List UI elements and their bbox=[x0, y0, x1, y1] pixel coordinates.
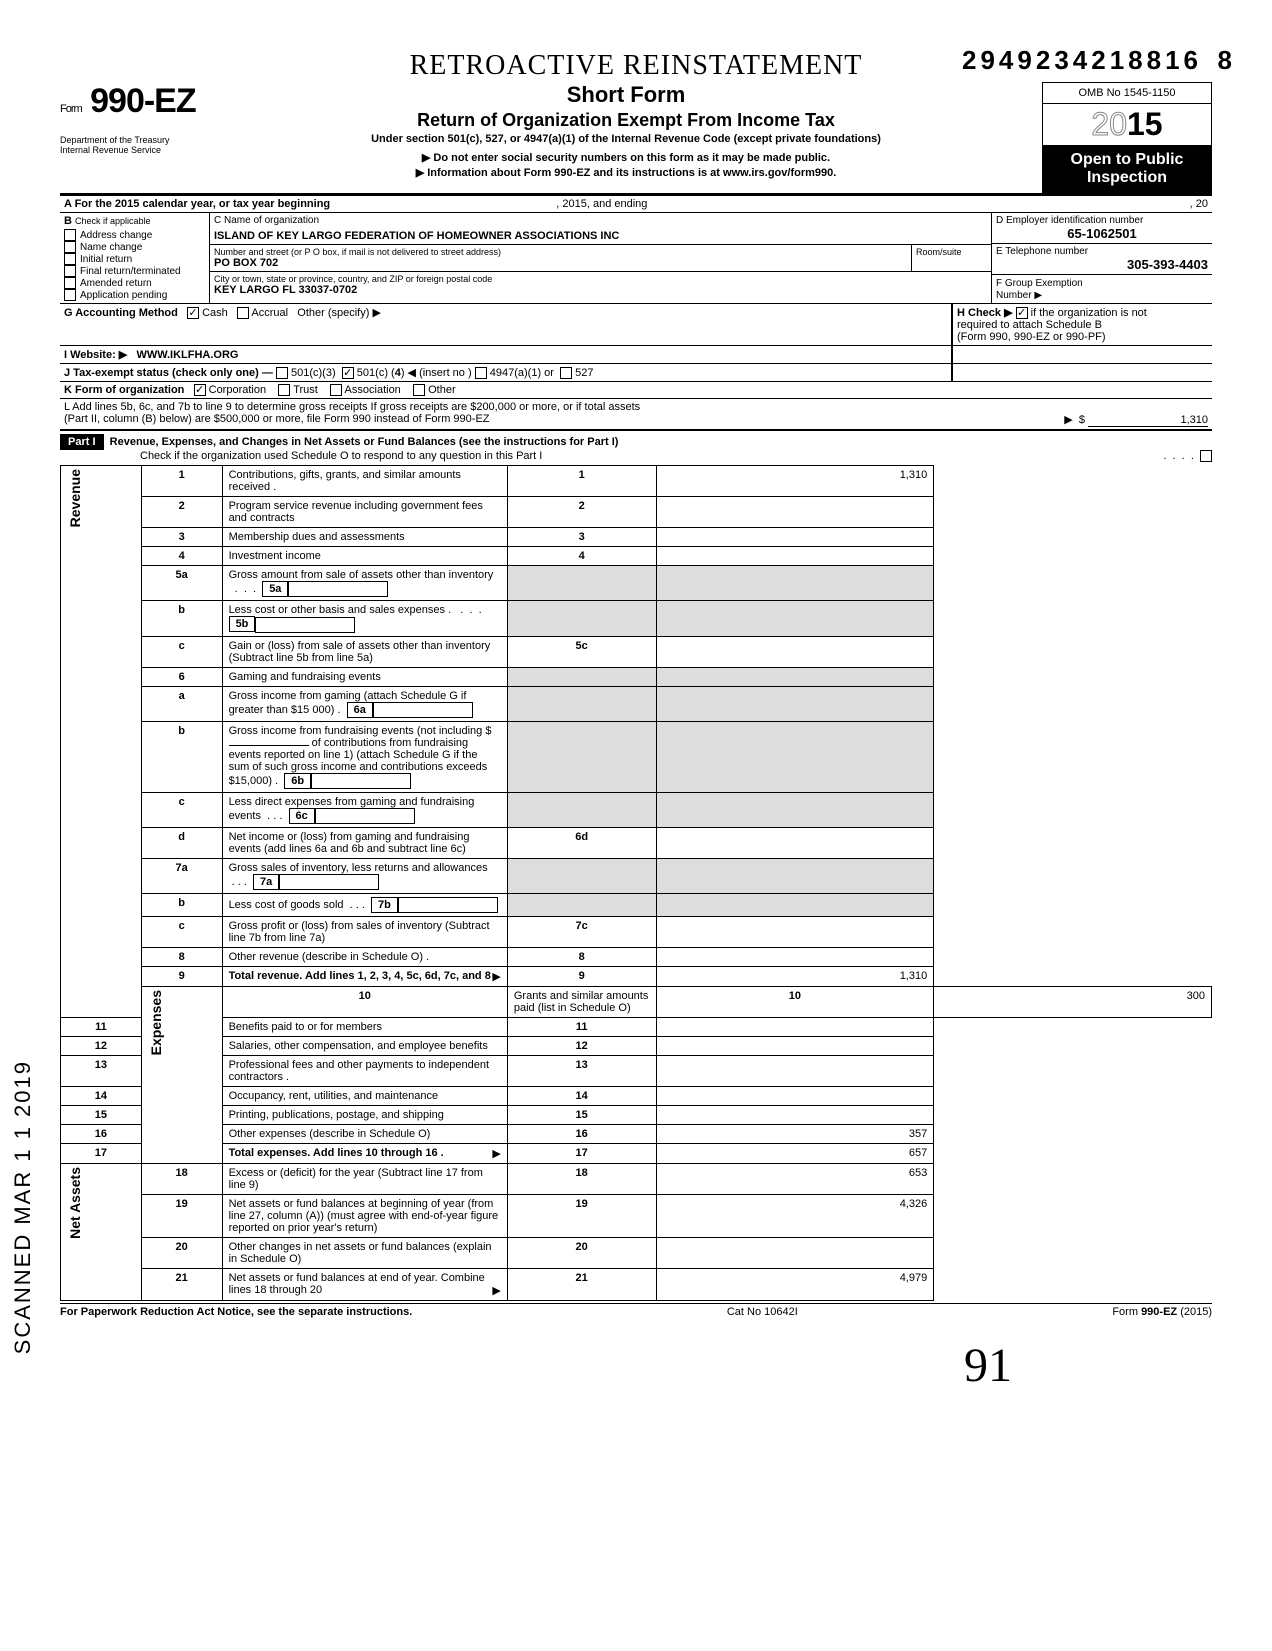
addr-label: Number and street (or P O box, if mail i… bbox=[214, 247, 907, 257]
line-j: J Tax-exempt status (check only one) — 5… bbox=[60, 364, 952, 381]
section-c-label: C Name of organization bbox=[210, 213, 991, 228]
room-suite-label: Room/suite bbox=[911, 245, 991, 271]
omb-number: OMB No 1545-1150 bbox=[1042, 82, 1212, 104]
org-name: ISLAND OF KEY LARGO FEDERATION OF HOMEOW… bbox=[210, 228, 991, 245]
line-l: L Add lines 5b, 6c, and 7b to line 9 to … bbox=[60, 399, 1212, 429]
cb-association[interactable] bbox=[330, 384, 342, 396]
arrow-line-2: ▶ Information about Form 990-EZ and its … bbox=[210, 166, 1042, 179]
part-1-label: Part I bbox=[60, 434, 104, 450]
part-1-sub: Check if the organization used Schedule … bbox=[60, 450, 542, 462]
title-box: Short Form Return of Organization Exempt… bbox=[210, 82, 1042, 179]
cb-other[interactable] bbox=[413, 384, 425, 396]
cb-cash[interactable]: ✓ bbox=[187, 307, 199, 319]
cb-name-change[interactable]: Name change bbox=[64, 241, 205, 253]
ein: 65-1062501 bbox=[996, 226, 1208, 241]
tax-year: 2015 bbox=[1042, 104, 1212, 145]
footer-mid: Cat No 10642I bbox=[727, 1306, 798, 1318]
line-k: K Form of organization ✓ Corporation Tru… bbox=[60, 382, 1212, 398]
main-title: Return of Organization Exempt From Incom… bbox=[210, 110, 1042, 131]
page-count: 8 bbox=[1218, 45, 1232, 76]
right-box: OMB No 1545-1150 2015 Open to PublicInsp… bbox=[1042, 82, 1212, 193]
form-word: Form bbox=[60, 103, 82, 115]
telephone: 305-393-4403 bbox=[996, 257, 1208, 272]
line-h: H Check ▶ ✓ if the organization is not r… bbox=[952, 304, 1212, 345]
cb-accrual[interactable] bbox=[237, 307, 249, 319]
check-if-applicable: Check if applicable bbox=[75, 216, 151, 226]
section-e-label: E Telephone number bbox=[996, 246, 1208, 257]
line-l-amount: 1,310 bbox=[1088, 414, 1208, 427]
short-form-title: Short Form bbox=[210, 82, 1042, 108]
cb-schedule-o[interactable] bbox=[1200, 450, 1212, 462]
dept-irs: Internal Revenue Service bbox=[60, 145, 202, 155]
line-i: I Website: ▶ WWW.IKLFHA.ORG bbox=[60, 346, 952, 363]
part-1-title: Revenue, Expenses, and Changes in Net As… bbox=[110, 436, 619, 448]
scanned-stamp: SCANNED MAR 1 1 2019 bbox=[10, 1060, 36, 1354]
arrow-line-1: ▶ Do not enter social security numbers o… bbox=[210, 151, 1042, 164]
cb-corporation[interactable]: ✓ bbox=[194, 384, 206, 396]
line-g: G Accounting Method ✓ Cash Accrual Other… bbox=[60, 304, 952, 345]
section-f-label: F Group Exemption bbox=[996, 278, 1083, 289]
cb-amended-return[interactable]: Amended return bbox=[64, 277, 205, 289]
line-a: A For the 2015 calendar year, or tax yea… bbox=[60, 196, 1212, 212]
footer-right: Form 990-EZ (2015) bbox=[1112, 1306, 1212, 1318]
net-assets-label: Net Assets bbox=[67, 1167, 83, 1239]
footer-left: For Paperwork Reduction Act Notice, see … bbox=[60, 1306, 412, 1318]
form-number: 990-EZ bbox=[90, 82, 196, 120]
open-public: Open to PublicInspection bbox=[1042, 145, 1212, 193]
org-city: KEY LARGO FL 33037-0702 bbox=[214, 284, 987, 296]
expenses-label: Expenses bbox=[148, 990, 164, 1055]
cb-527[interactable] bbox=[560, 367, 572, 379]
group-exemption-sub: Number ▶ bbox=[996, 290, 1042, 301]
org-address: PO BOX 702 bbox=[214, 257, 907, 269]
city-label: City or town, state or province, country… bbox=[214, 274, 987, 284]
cb-final-return[interactable]: Final return/terminated bbox=[64, 265, 205, 277]
cb-application-pending[interactable]: Application pending bbox=[64, 289, 205, 301]
cb-address-change[interactable]: Address change bbox=[64, 229, 205, 241]
form-number-box: Form 990-EZ Department of the Treasury I… bbox=[60, 82, 210, 155]
cb-4947a1[interactable] bbox=[475, 367, 487, 379]
website: WWW.IKLFHA.ORG bbox=[136, 349, 238, 361]
form-lines-table: Revenue 1Contributions, gifts, grants, a… bbox=[60, 465, 1212, 1301]
cb-schedule-b[interactable]: ✓ bbox=[1016, 307, 1028, 319]
section-b-label: B bbox=[64, 215, 72, 227]
dept-treasury: Department of the Treasury bbox=[60, 135, 202, 145]
dln-number: 2949234218816 bbox=[962, 45, 1202, 76]
section-d-label: D Employer identification number bbox=[996, 215, 1208, 226]
subtitle: Under section 501(c), 527, or 4947(a)(1)… bbox=[210, 133, 1042, 145]
revenue-label: Revenue bbox=[67, 469, 83, 527]
cb-501c[interactable]: ✓ bbox=[342, 367, 354, 379]
cb-initial-return[interactable]: Initial return bbox=[64, 253, 205, 265]
signature: 91 bbox=[60, 1338, 1212, 1393]
cb-501c3[interactable] bbox=[276, 367, 288, 379]
cb-trust[interactable] bbox=[278, 384, 290, 396]
